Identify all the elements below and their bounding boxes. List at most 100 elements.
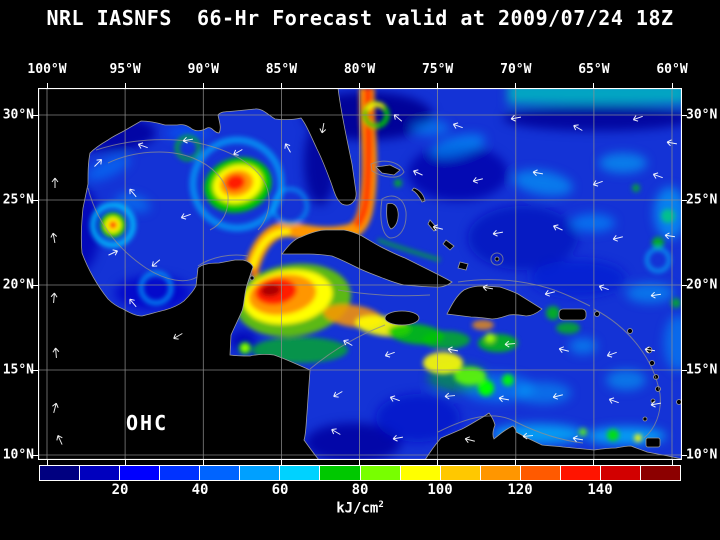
current-vector-arrow [444, 392, 456, 400]
lat-tick-label-right: 20°N [686, 277, 718, 293]
colorbar-tick-label: 40 [191, 482, 209, 498]
map-canvas [38, 88, 682, 460]
lon-tick-label: 85°W [265, 62, 298, 77]
current-vector-arrow [632, 115, 643, 122]
current-vector-arrow [333, 391, 343, 398]
lon-tick-label: 70°W [500, 62, 532, 77]
current-vector-arrow [452, 122, 463, 129]
lat-tick-label-left: 30°N [2, 107, 34, 123]
current-vector-arrow [56, 435, 63, 445]
land-virgin-islands [594, 311, 600, 317]
land-turks [494, 256, 500, 262]
lon-tick-label: 65°W [578, 62, 610, 77]
map-variable-label: OHC [126, 411, 169, 435]
lon-tick-label: 100°W [27, 62, 67, 77]
current-vector-arrow [608, 397, 619, 404]
land-cozumel [249, 275, 255, 281]
map-plot: OHC [38, 88, 682, 460]
lat-tick-label-left: 25°N [2, 192, 34, 208]
lon-tick-label: 60°W [656, 62, 688, 77]
colorbar-segment [319, 466, 360, 480]
current-vector-arrow [331, 428, 341, 435]
current-vector-arrow [129, 298, 137, 308]
bathymetry-contours [87, 139, 661, 444]
current-vector-arrow [652, 172, 663, 179]
land-bahamas-grand-bahama [375, 164, 401, 176]
lat-tick-label-right: 15°N [686, 362, 718, 378]
land-north-central-america [38, 88, 357, 460]
current-vector-arrow [472, 177, 483, 184]
current-vector-arrow [482, 284, 494, 292]
current-vector-arrow [544, 290, 555, 297]
current-vector-arrow [389, 395, 400, 402]
current-vector-arrow [137, 142, 148, 149]
axis-tick [682, 369, 687, 371]
lat-tick-label-right: 10°N [686, 447, 718, 463]
colorbar-segment [639, 466, 680, 480]
lat-tick-label-right: 25°N [686, 192, 718, 208]
ohc-feature-layer [90, 88, 681, 442]
current-vector-arrow [558, 346, 569, 353]
current-vector-arrow [94, 158, 103, 167]
colorbar-unit-label: kJ/cm2 [0, 500, 720, 517]
colorbar-tick-label: 80 [351, 482, 369, 498]
current-vector-arrow [343, 339, 353, 346]
current-vector-arrow [606, 351, 617, 358]
current-vector-arrow [644, 346, 656, 354]
colorbar-unit-text: kJ/cm [336, 500, 379, 517]
current-vector-arrow [572, 435, 584, 443]
current-vector-arrow [384, 351, 395, 358]
colorbar-unit-exponent: 2 [378, 500, 384, 510]
axis-tick [682, 114, 687, 116]
lon-labels: 100°W 95°W 90°W 85°W 80°W 75°W 70°W 65°W 60°W [0, 62, 720, 78]
lat-tick-label-left: 10°N [2, 447, 34, 463]
colorbar-segment [479, 466, 520, 480]
current-vector-arrow [447, 346, 459, 354]
colorbar-segment [119, 466, 160, 480]
colorbar-segment [599, 466, 640, 480]
current-vector-arrow [504, 340, 516, 348]
current-vector-arrow [413, 169, 423, 176]
current-vector-arrow [50, 292, 58, 304]
colorbar-segment [40, 466, 80, 480]
current-vector-arrow [492, 229, 504, 237]
lon-tick-label: 75°W [421, 62, 454, 77]
current-vector-arrow [592, 180, 603, 187]
current-vector-arrow [284, 143, 291, 153]
current-vector-arrow [650, 400, 662, 408]
colorbar-tick-label: 120 [507, 482, 533, 498]
colorbar-segment [399, 466, 440, 480]
current-vector-arrow [393, 114, 403, 122]
current-vector-arrow [464, 436, 475, 443]
land-bahamas-andros [386, 203, 399, 230]
current-vector-arrow [51, 177, 59, 188]
current-vector-arrow [666, 139, 678, 147]
lon-tick-label: 80°W [343, 62, 376, 77]
grid-layer [38, 88, 682, 460]
current-vector-arrow [129, 188, 137, 198]
land-layer [38, 88, 682, 460]
current-vector-arrow [233, 149, 243, 156]
land-hispaniola [446, 285, 543, 320]
lat-tick-label-right: 30°N [686, 107, 718, 123]
colorbar-tick-label: 60 [271, 482, 289, 498]
land-st-kitts [627, 328, 633, 334]
current-vector-arrow [598, 284, 609, 291]
current-vector-arrow [319, 122, 327, 134]
current-vector-arrow [553, 224, 563, 231]
colorbar-tick-label: 140 [587, 482, 613, 498]
land-bahamas-inagua [457, 261, 469, 271]
current-vector-arrow [52, 347, 60, 359]
current-vector-arrow [392, 434, 404, 442]
land-puerto-rico [558, 308, 587, 321]
current-vector-arrow [180, 213, 191, 220]
axis-tick [682, 454, 687, 456]
land-bahamas-acklins [442, 239, 455, 251]
lon-tick-label: 90°W [187, 62, 219, 77]
current-vector-arrow [498, 395, 510, 403]
colorbar-segment [439, 466, 480, 480]
current-vector-arrow [650, 291, 662, 299]
colorbar-segment [79, 466, 120, 480]
colorbar [39, 465, 681, 481]
colorbar-tick-labels: 20 40 60 80 100 120 140 [0, 482, 720, 499]
